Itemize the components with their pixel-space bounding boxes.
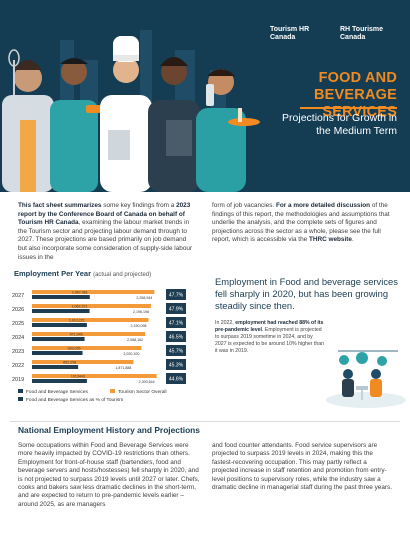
share-badge <box>166 289 186 300</box>
share-label: 46.5% <box>169 335 184 341</box>
tick-label-year: 2025 <box>12 321 24 327</box>
share-label: 45.3% <box>169 363 184 369</box>
employment-bar-chart: 2027 1,067,461 2,258,944 47.7% 2026 1,062,221… <box>12 289 186 403</box>
logo-tourism-hr-canada: Tourism HR Canada <box>270 26 309 42</box>
chart-title: Employment Per Year (actual and projecte… <box>14 269 151 278</box>
employment-chart: 2027 1,067,461 2,258,944 47.7% 2026 1,062,221… <box>12 279 187 421</box>
legend-swatch <box>110 389 115 393</box>
bar-food-beverage <box>32 351 83 355</box>
section-divider <box>10 421 400 422</box>
intro-mid: some key findings from a <box>101 202 177 209</box>
data-label-food-beverage: 933,035 <box>68 347 81 351</box>
tick-label-year: 2026 <box>12 307 24 313</box>
intro-left-column: This fact sheet summarizes some key find… <box>18 202 196 262</box>
legend-label: Tourism Sector Overall <box>118 389 167 395</box>
callout: Employment in Food and beverage services… <box>215 276 400 355</box>
workers-illustration <box>2 30 260 192</box>
logo-fr-line2: Canada <box>340 34 366 41</box>
chart-subtitle: (actual and projected) <box>93 272 152 278</box>
page-subtitle: Projections for Growth in the Medium Ter… <box>245 112 397 138</box>
bar-tourism-total <box>32 346 142 350</box>
legend-label: Food and Beverage Services as % of Touri… <box>26 397 123 403</box>
section-right-column: and food counter attendants. Food servic… <box>212 442 392 492</box>
callout-bold: employment had reached 88% of its pre-pa… <box>215 320 324 333</box>
data-label-tourism-total: 2,258,944 <box>136 296 152 300</box>
share-badge <box>166 345 186 356</box>
data-label-tourism-total: 1,871,888 <box>115 366 131 370</box>
bar-tourism-total <box>32 332 146 336</box>
tick-label-year: 2019 <box>12 377 24 383</box>
data-label-tourism-total: 2,196,198 <box>133 310 149 314</box>
intro-right-end: . <box>351 236 354 244</box>
intro-tail: , examining the labour market trends in … <box>18 219 193 261</box>
bar-tourism-total <box>32 318 149 322</box>
thrc-website-link[interactable]: THRC website <box>308 236 352 244</box>
data-label-tourism-total: 2,300,644 <box>139 380 155 384</box>
legend-swatch <box>18 397 23 401</box>
share-label: 47.9% <box>169 307 184 313</box>
bar-food-beverage <box>32 365 79 369</box>
share-badge <box>166 303 186 314</box>
intro-right-lead: form of job vacancies. <box>212 202 276 209</box>
intro-lead: This fact sheet summarizes <box>18 202 102 209</box>
share-label: 47.1% <box>169 321 184 327</box>
callout-lead: In 2022, <box>215 320 236 326</box>
logo-fr-line1: RH Tourisme <box>340 26 384 33</box>
legend-swatch <box>18 389 23 393</box>
section-left-column: Some occupations within Food and Beverag… <box>18 442 200 508</box>
share-badge <box>166 317 186 328</box>
bar-tourism-total <box>32 290 155 294</box>
intro-right-bold: For a more detailed discussion <box>275 202 371 209</box>
share-label: 44.6% <box>169 377 184 383</box>
share-badge <box>166 359 186 370</box>
data-label-food-beverage: 1013443 <box>71 375 85 379</box>
page-title-line1: FOOD AND <box>318 70 397 86</box>
callout-detail: In 2022, employment had reached 88% of i… <box>215 320 325 355</box>
logo-rh-tourisme-canada: RH Tourisme Canada <box>340 26 383 42</box>
intro-report-ref: 2023 report by the Conference Board of C… <box>18 202 191 227</box>
data-label-food-beverage: 1,062,221 <box>72 305 88 309</box>
callout-headline: Employment in Food and beverage services… <box>215 276 398 311</box>
bar-tourism-total <box>32 374 157 378</box>
bar-food-beverage <box>32 295 90 299</box>
tick-label-year: 2027 <box>12 293 24 299</box>
bar-tourism-total <box>32 304 151 308</box>
bar-food-beverage <box>32 309 90 313</box>
title-rule <box>300 107 397 109</box>
intro-right-column: form of job vacancies. For a more detail… <box>212 202 390 245</box>
data-label-food-beverage: 1,067,461 <box>72 291 88 295</box>
logo-en-line1: Tourism HR <box>270 26 310 33</box>
page-subtitle-line1: Projections for Growth in <box>282 112 397 124</box>
share-badge <box>166 373 186 384</box>
hero-banner: Tourism HR Canada RH Tourisme Canada FOO… <box>0 0 410 192</box>
tick-label-year: 2022 <box>12 363 24 369</box>
intro-right-mid: of the findings of this report, the meth… <box>212 202 390 244</box>
chart-title-text: Employment Per Year <box>14 269 91 278</box>
bar-food-beverage <box>32 337 85 341</box>
bar-tourism-total <box>32 360 134 364</box>
logo-en-line2: Canada <box>270 34 296 41</box>
section-heading: National Employment History and Projecti… <box>18 425 200 435</box>
share-label: 45.7% <box>169 349 184 355</box>
data-label-tourism-total: 2,150,098 <box>130 324 146 328</box>
legend-label: Food and Beverage Services <box>26 389 88 395</box>
callout-tail: . Employment is projected to surpass 201… <box>215 327 325 354</box>
data-label-food-beverage: 971,045 <box>70 333 83 337</box>
data-label-tourism-total: 2,020,100 <box>123 352 139 356</box>
share-badge <box>166 331 186 342</box>
bar-food-beverage <box>32 323 87 327</box>
data-label-tourism-total: 2,088,162 <box>127 338 143 342</box>
page-subtitle-line2: the Medium Term <box>316 125 397 137</box>
restaurant-illustration <box>318 330 408 420</box>
data-label-food-beverage: 1,013,221 <box>69 319 85 323</box>
share-label: 47.7% <box>169 293 184 299</box>
bar-food-beverage <box>32 379 87 383</box>
tick-label-year: 2024 <box>12 335 24 341</box>
tick-label-year: 2023 <box>12 349 24 355</box>
data-label-food-beverage: 852,258 <box>63 361 76 365</box>
